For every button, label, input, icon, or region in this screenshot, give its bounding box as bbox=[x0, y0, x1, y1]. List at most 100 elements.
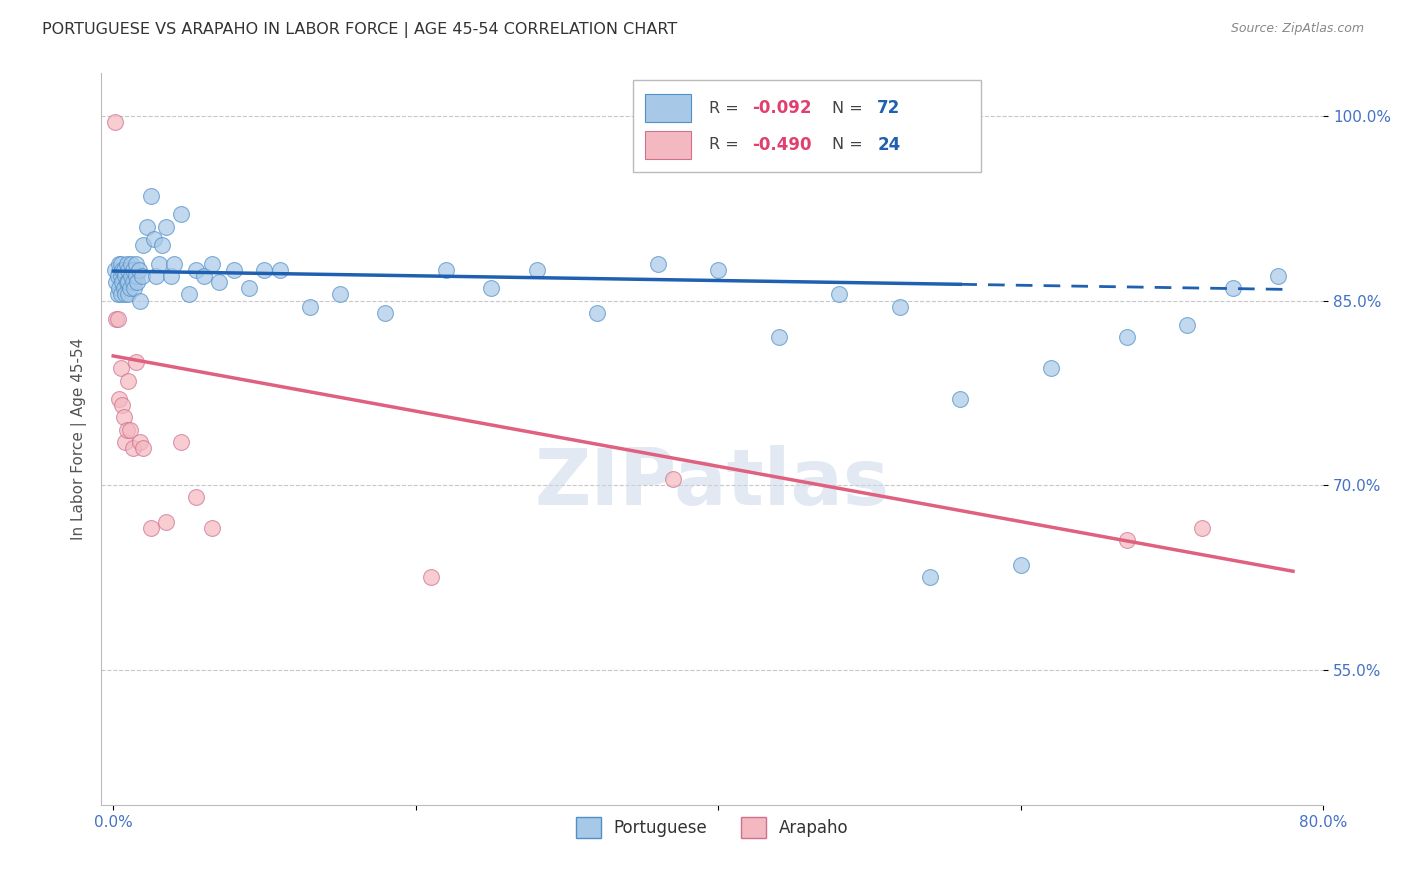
Point bbox=[124, 281, 146, 295]
Point bbox=[105, 312, 128, 326]
Point bbox=[110, 268, 132, 283]
Point bbox=[112, 262, 135, 277]
Point bbox=[224, 262, 246, 277]
Point bbox=[111, 398, 134, 412]
Point bbox=[949, 392, 972, 406]
Point bbox=[150, 238, 173, 252]
Point bbox=[1010, 558, 1032, 573]
Point bbox=[1115, 533, 1137, 548]
Point bbox=[177, 287, 200, 301]
Point bbox=[110, 257, 132, 271]
Point bbox=[108, 392, 131, 406]
Point bbox=[139, 189, 162, 203]
Point bbox=[118, 281, 141, 295]
Point bbox=[120, 268, 142, 283]
Point bbox=[117, 374, 139, 388]
Point bbox=[122, 275, 145, 289]
Point bbox=[828, 287, 851, 301]
Point bbox=[200, 257, 222, 271]
Point bbox=[647, 257, 669, 271]
Point bbox=[120, 257, 142, 271]
Point bbox=[128, 262, 150, 277]
Point bbox=[662, 472, 685, 486]
Point bbox=[208, 275, 231, 289]
Point bbox=[105, 275, 128, 289]
Point bbox=[115, 257, 138, 271]
Point bbox=[148, 257, 170, 271]
Text: ZIPatlas: ZIPatlas bbox=[534, 445, 890, 521]
Point bbox=[114, 435, 136, 450]
Point bbox=[117, 287, 139, 301]
Point bbox=[193, 268, 215, 283]
Point bbox=[107, 312, 129, 326]
Point bbox=[707, 262, 730, 277]
Point bbox=[170, 435, 193, 450]
Text: 24: 24 bbox=[877, 136, 900, 153]
Text: -0.490: -0.490 bbox=[752, 136, 813, 153]
Point bbox=[1191, 521, 1213, 535]
Point bbox=[768, 330, 790, 344]
Point bbox=[132, 441, 155, 455]
FancyBboxPatch shape bbox=[633, 80, 981, 172]
Point bbox=[110, 361, 132, 376]
Point bbox=[143, 232, 166, 246]
Point bbox=[186, 491, 208, 505]
Point bbox=[170, 207, 193, 221]
Point bbox=[117, 262, 139, 277]
Point bbox=[419, 570, 441, 584]
Y-axis label: In Labor Force | Age 45-54: In Labor Force | Age 45-54 bbox=[72, 338, 87, 541]
Text: N =: N = bbox=[832, 137, 868, 153]
Point bbox=[125, 355, 148, 369]
Point bbox=[586, 306, 609, 320]
Point bbox=[125, 268, 148, 283]
Point bbox=[253, 262, 276, 277]
Point bbox=[114, 287, 136, 301]
FancyBboxPatch shape bbox=[645, 95, 692, 122]
Point bbox=[298, 300, 321, 314]
Text: R =: R = bbox=[709, 101, 744, 116]
Point bbox=[104, 262, 127, 277]
Point bbox=[135, 219, 157, 234]
Point bbox=[918, 570, 941, 584]
Point bbox=[479, 281, 502, 295]
Text: N =: N = bbox=[832, 101, 868, 116]
Point bbox=[115, 275, 138, 289]
Point bbox=[155, 219, 177, 234]
Point bbox=[526, 262, 548, 277]
Point bbox=[238, 281, 260, 295]
Point bbox=[115, 423, 138, 437]
Point bbox=[117, 275, 139, 289]
FancyBboxPatch shape bbox=[645, 131, 692, 159]
Point bbox=[1115, 330, 1137, 344]
Point bbox=[1222, 281, 1244, 295]
Point bbox=[159, 268, 181, 283]
Point bbox=[127, 275, 149, 289]
Point bbox=[111, 275, 134, 289]
Legend: Portuguese, Arapaho: Portuguese, Arapaho bbox=[569, 811, 856, 844]
Point bbox=[1040, 361, 1063, 376]
Point bbox=[122, 262, 145, 277]
Point bbox=[131, 268, 153, 283]
Point bbox=[434, 262, 457, 277]
Point bbox=[145, 268, 167, 283]
Point bbox=[129, 293, 152, 308]
Point bbox=[1175, 318, 1198, 333]
Point bbox=[122, 441, 145, 455]
Point bbox=[132, 238, 155, 252]
Point bbox=[118, 423, 141, 437]
Point bbox=[104, 115, 127, 129]
Point bbox=[114, 268, 136, 283]
Text: -0.092: -0.092 bbox=[752, 99, 813, 117]
Point bbox=[155, 515, 177, 529]
Point bbox=[186, 262, 208, 277]
Point bbox=[108, 257, 131, 271]
Point bbox=[129, 435, 152, 450]
Point bbox=[112, 410, 135, 425]
Text: R =: R = bbox=[709, 137, 744, 153]
Point bbox=[107, 287, 129, 301]
Point bbox=[107, 268, 129, 283]
Point bbox=[200, 521, 222, 535]
Text: 72: 72 bbox=[877, 99, 900, 117]
Point bbox=[163, 257, 186, 271]
Point bbox=[374, 306, 396, 320]
